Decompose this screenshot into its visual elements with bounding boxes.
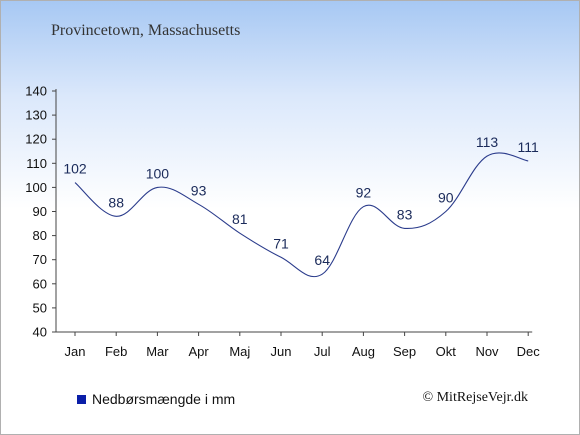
x-tick-label: Mar (146, 344, 169, 359)
data-label: 64 (314, 252, 330, 268)
data-label: 111 (518, 139, 539, 155)
x-tick-label: Apr (188, 344, 209, 359)
precipitation-chart: 40 50 60 70 80 90 100 110 120 130 140 Jan Feb Mar Apr M… (25, 84, 541, 360)
x-tick-label: Okt (436, 344, 457, 359)
y-tick-label: 60 (33, 276, 47, 291)
data-label: 93 (191, 182, 207, 198)
y-tick-label: 120 (25, 132, 47, 147)
x-tick-label: Jun (271, 344, 292, 359)
legend-swatch (77, 394, 86, 404)
chart-title: Provincetown, Massachusetts (51, 22, 241, 39)
legend-label: Nedbørsmængde i mm (92, 391, 236, 407)
x-tick-label: Nov (475, 344, 499, 359)
copyright-text: © MitRejseVejr.dk (422, 390, 528, 405)
data-label: 92 (356, 185, 372, 201)
series-line-precipitation (74, 152, 529, 277)
x-tick-label: Feb (105, 344, 127, 359)
legend: Nedbørsmængde i mm (77, 391, 235, 407)
x-tick-label: Maj (229, 344, 250, 359)
data-label: 88 (108, 194, 124, 210)
y-tick-label: 70 (33, 252, 47, 267)
data-label: 83 (397, 206, 413, 222)
data-label: 71 (273, 235, 289, 251)
y-tick-label: 110 (26, 156, 47, 171)
y-tick-label: 40 (33, 325, 47, 340)
y-tick-label: 130 (25, 108, 47, 123)
data-label: 102 (63, 161, 87, 177)
x-tick-label: Dec (517, 344, 541, 359)
y-tick-label: 140 (25, 84, 47, 99)
x-tick-label: Jan (65, 344, 86, 359)
y-tick-label: 80 (33, 228, 47, 243)
data-label: 100 (146, 165, 170, 181)
data-label: 81 (232, 211, 248, 227)
data-label: 90 (438, 190, 454, 206)
data-label: 113 (476, 134, 499, 150)
y-tick-label: 50 (33, 300, 47, 315)
x-tick-label: Aug (352, 344, 375, 359)
y-tick-label: 100 (25, 180, 47, 195)
y-tick-label: 90 (33, 204, 47, 219)
x-tick-label: Jul (314, 344, 331, 359)
x-tick-label: Sep (393, 344, 416, 359)
